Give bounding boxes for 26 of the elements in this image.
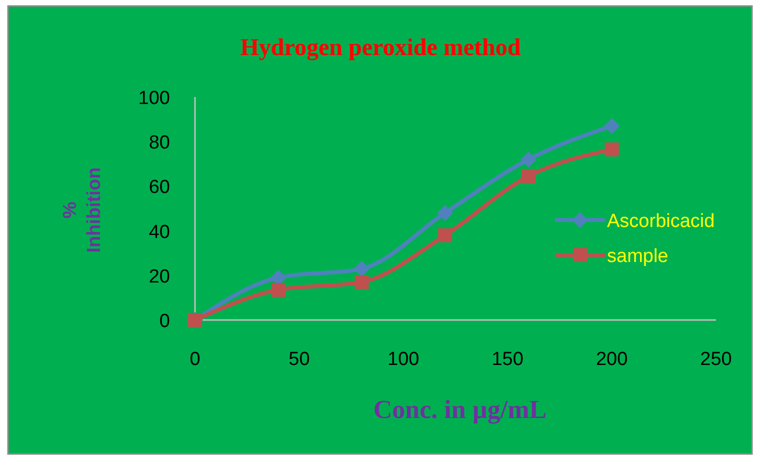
x-tick-label: 250 (700, 349, 732, 370)
point (604, 142, 619, 156)
point (521, 169, 536, 184)
x-tick-label: 100 (388, 349, 420, 370)
x-tick-label: 150 (492, 349, 524, 370)
y-tick-label: 60 (148, 177, 170, 198)
x-tick-label: 0 (190, 349, 200, 370)
point (438, 228, 452, 242)
y-tick-label: 100 (138, 88, 170, 109)
y-axis-title: % Inhibition (60, 167, 105, 253)
y-tick-label: 20 (148, 266, 170, 288)
point (437, 204, 454, 221)
point (271, 282, 286, 297)
y-tick-label: 40 (148, 222, 170, 243)
x-axis-title: Conc. in µg/mL (373, 395, 547, 424)
y-tick-label: 80 (148, 132, 170, 154)
legend-label: sample (607, 246, 668, 267)
legend-label: Ascorbicacid (607, 211, 715, 232)
y-tick-label: 0 (159, 311, 170, 332)
x-tick-label: 50 (288, 349, 310, 370)
point (604, 118, 620, 134)
x-tick-label: 200 (596, 349, 628, 370)
point (354, 260, 370, 277)
point (520, 151, 536, 168)
point (354, 275, 369, 290)
chart-title: Hydrogen peroxide method (240, 35, 522, 61)
